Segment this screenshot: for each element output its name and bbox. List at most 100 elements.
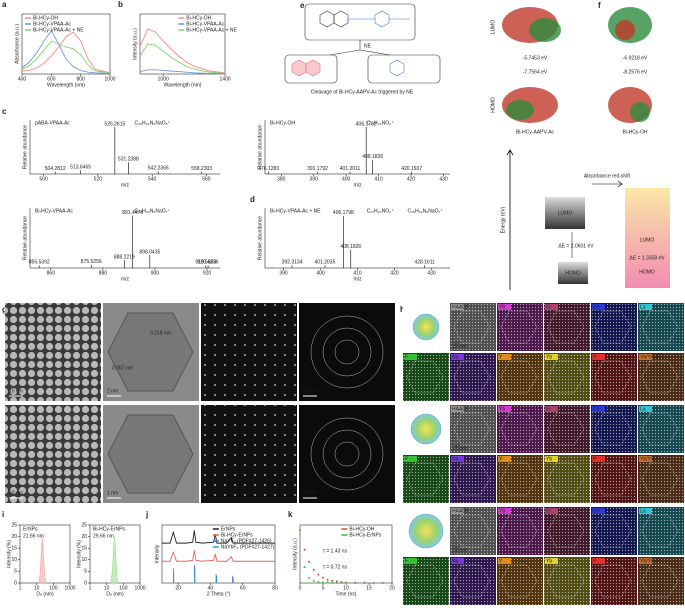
x-tick-label: 10 [343,585,349,591]
peak-label: 420.1937 [401,166,422,172]
point [391,582,393,584]
particle-outline [594,564,632,598]
scale-bar-label: 2 nm [107,388,118,394]
y-axis-label: Relative abundance [257,216,263,260]
channel-label: Yb [499,304,505,310]
particle-outline [453,412,491,446]
map-texture [591,353,637,401]
y-axis-label: Absorbance (a.u.) [14,24,20,64]
nanoparticle-cartoon [412,313,440,341]
peak-label: 919.5555 [195,260,216,266]
micrograph [5,303,101,401]
map-texture [403,353,449,401]
particle-outline [641,462,679,496]
scale-bar-label: 1 nm [107,490,118,496]
x-tick-label: 920 [203,270,212,276]
legend-label: Bi-HCy-OH [349,526,374,532]
legend-label: ErNPs [221,526,236,532]
particle-outline [453,514,491,548]
point [317,580,320,583]
channel-label: Yb [546,456,552,462]
point [331,582,334,584]
channel-label: Yb/Y/F/P [640,354,661,360]
point [317,573,320,576]
point [322,576,324,579]
legend-label: Bi-HCy-VPAA-Ac + NE [33,27,84,33]
peak-label: 855.5392 [29,260,50,266]
peak-label: 531.2388 [118,157,139,163]
channel-label: Er [546,508,551,514]
panel-letter: e [300,1,305,10]
panel-letter: a [2,0,7,9]
channel-label: Yb [546,558,552,564]
legend-label: Bi-HCy-ErNPs [221,532,253,538]
orbital-label: HOMO [490,97,496,113]
micrograph [201,405,297,503]
ring [291,59,307,77]
peak-label: 406.1792 [356,121,377,127]
channel-label: Yb [499,508,505,514]
scheme-caption: Cleavage of Bi-HCy-AAPV-Ac triggered by … [311,89,414,95]
axis [264,120,450,175]
scale-bar-label: 25 nm [453,343,467,349]
panel-letter: i [2,510,4,519]
point [326,581,329,584]
legend-label: Bi-HCy-VPAA-Ac [33,21,71,27]
map-texture [497,557,543,605]
x-tick-label: 80 [272,585,278,591]
x-tick-label: 1 [19,585,22,591]
x-tick-label: 500 [39,176,48,182]
peak-label: 428.1611 [414,260,435,266]
energy-axis [506,149,514,290]
legend-label: Bi-HCy-OH [186,15,211,21]
x-tick-label: 1000 [134,585,145,591]
map-texture [591,557,637,605]
channel-label: Lu [640,406,646,412]
homo-level [558,262,588,284]
particle-outline [641,310,679,344]
particle-outline [547,462,585,496]
particle-outline [453,462,491,496]
x-tick-label: 1400 [219,76,230,82]
point [354,582,357,584]
nanoparticle-cartoon [408,513,444,549]
y-axis-label: Relative abundance [22,216,28,260]
x-axis-label: 2 Theta (°) [207,591,231,597]
y-tick-label: 25 [81,522,87,528]
particle-outline [500,310,538,344]
series-line [139,69,225,74]
particle-outline [547,564,585,598]
channel-label: Lu [640,304,646,310]
orbital-energy: -7.7564 eV [523,69,548,75]
channel-tag [451,456,464,462]
x-tick-label: 390 [310,176,319,182]
scale-bar-label: 5 nm⁻¹ [303,388,319,394]
x-tick-label: 520 [94,176,103,182]
point [331,579,334,582]
panel-letter: k [288,510,293,519]
lumo-level [545,197,585,229]
channel-tag [545,354,558,360]
point [363,582,366,584]
peak-label: 888.2219 [114,255,135,261]
orbitals [502,7,670,290]
particle-outline [500,564,538,598]
formula: C₂₇H₂₀NO₂⁺ [367,120,394,126]
molecule-name: Bi-HCy-AAPV-Ac [516,129,555,135]
y-axis-label: Relative abundance [257,125,263,169]
diffraction-ring [322,429,372,479]
particle-outline [406,462,444,496]
formula: C₅₆H₅₂N₆NaO₇⁺ [407,208,443,214]
x-tick-label: 1000 [64,585,75,591]
channel-label: Yb [546,354,552,360]
particle-outline [641,514,679,548]
micrograph [299,405,395,503]
x-tick-label: 60 [240,585,246,591]
particle-outline [547,514,585,548]
ring [389,59,405,77]
channel-label: Lu [640,508,646,514]
micrograph [299,303,395,401]
channel-tag [404,354,417,360]
diffraction-ring [322,327,372,377]
peak-label: 558.2303 [191,166,212,172]
